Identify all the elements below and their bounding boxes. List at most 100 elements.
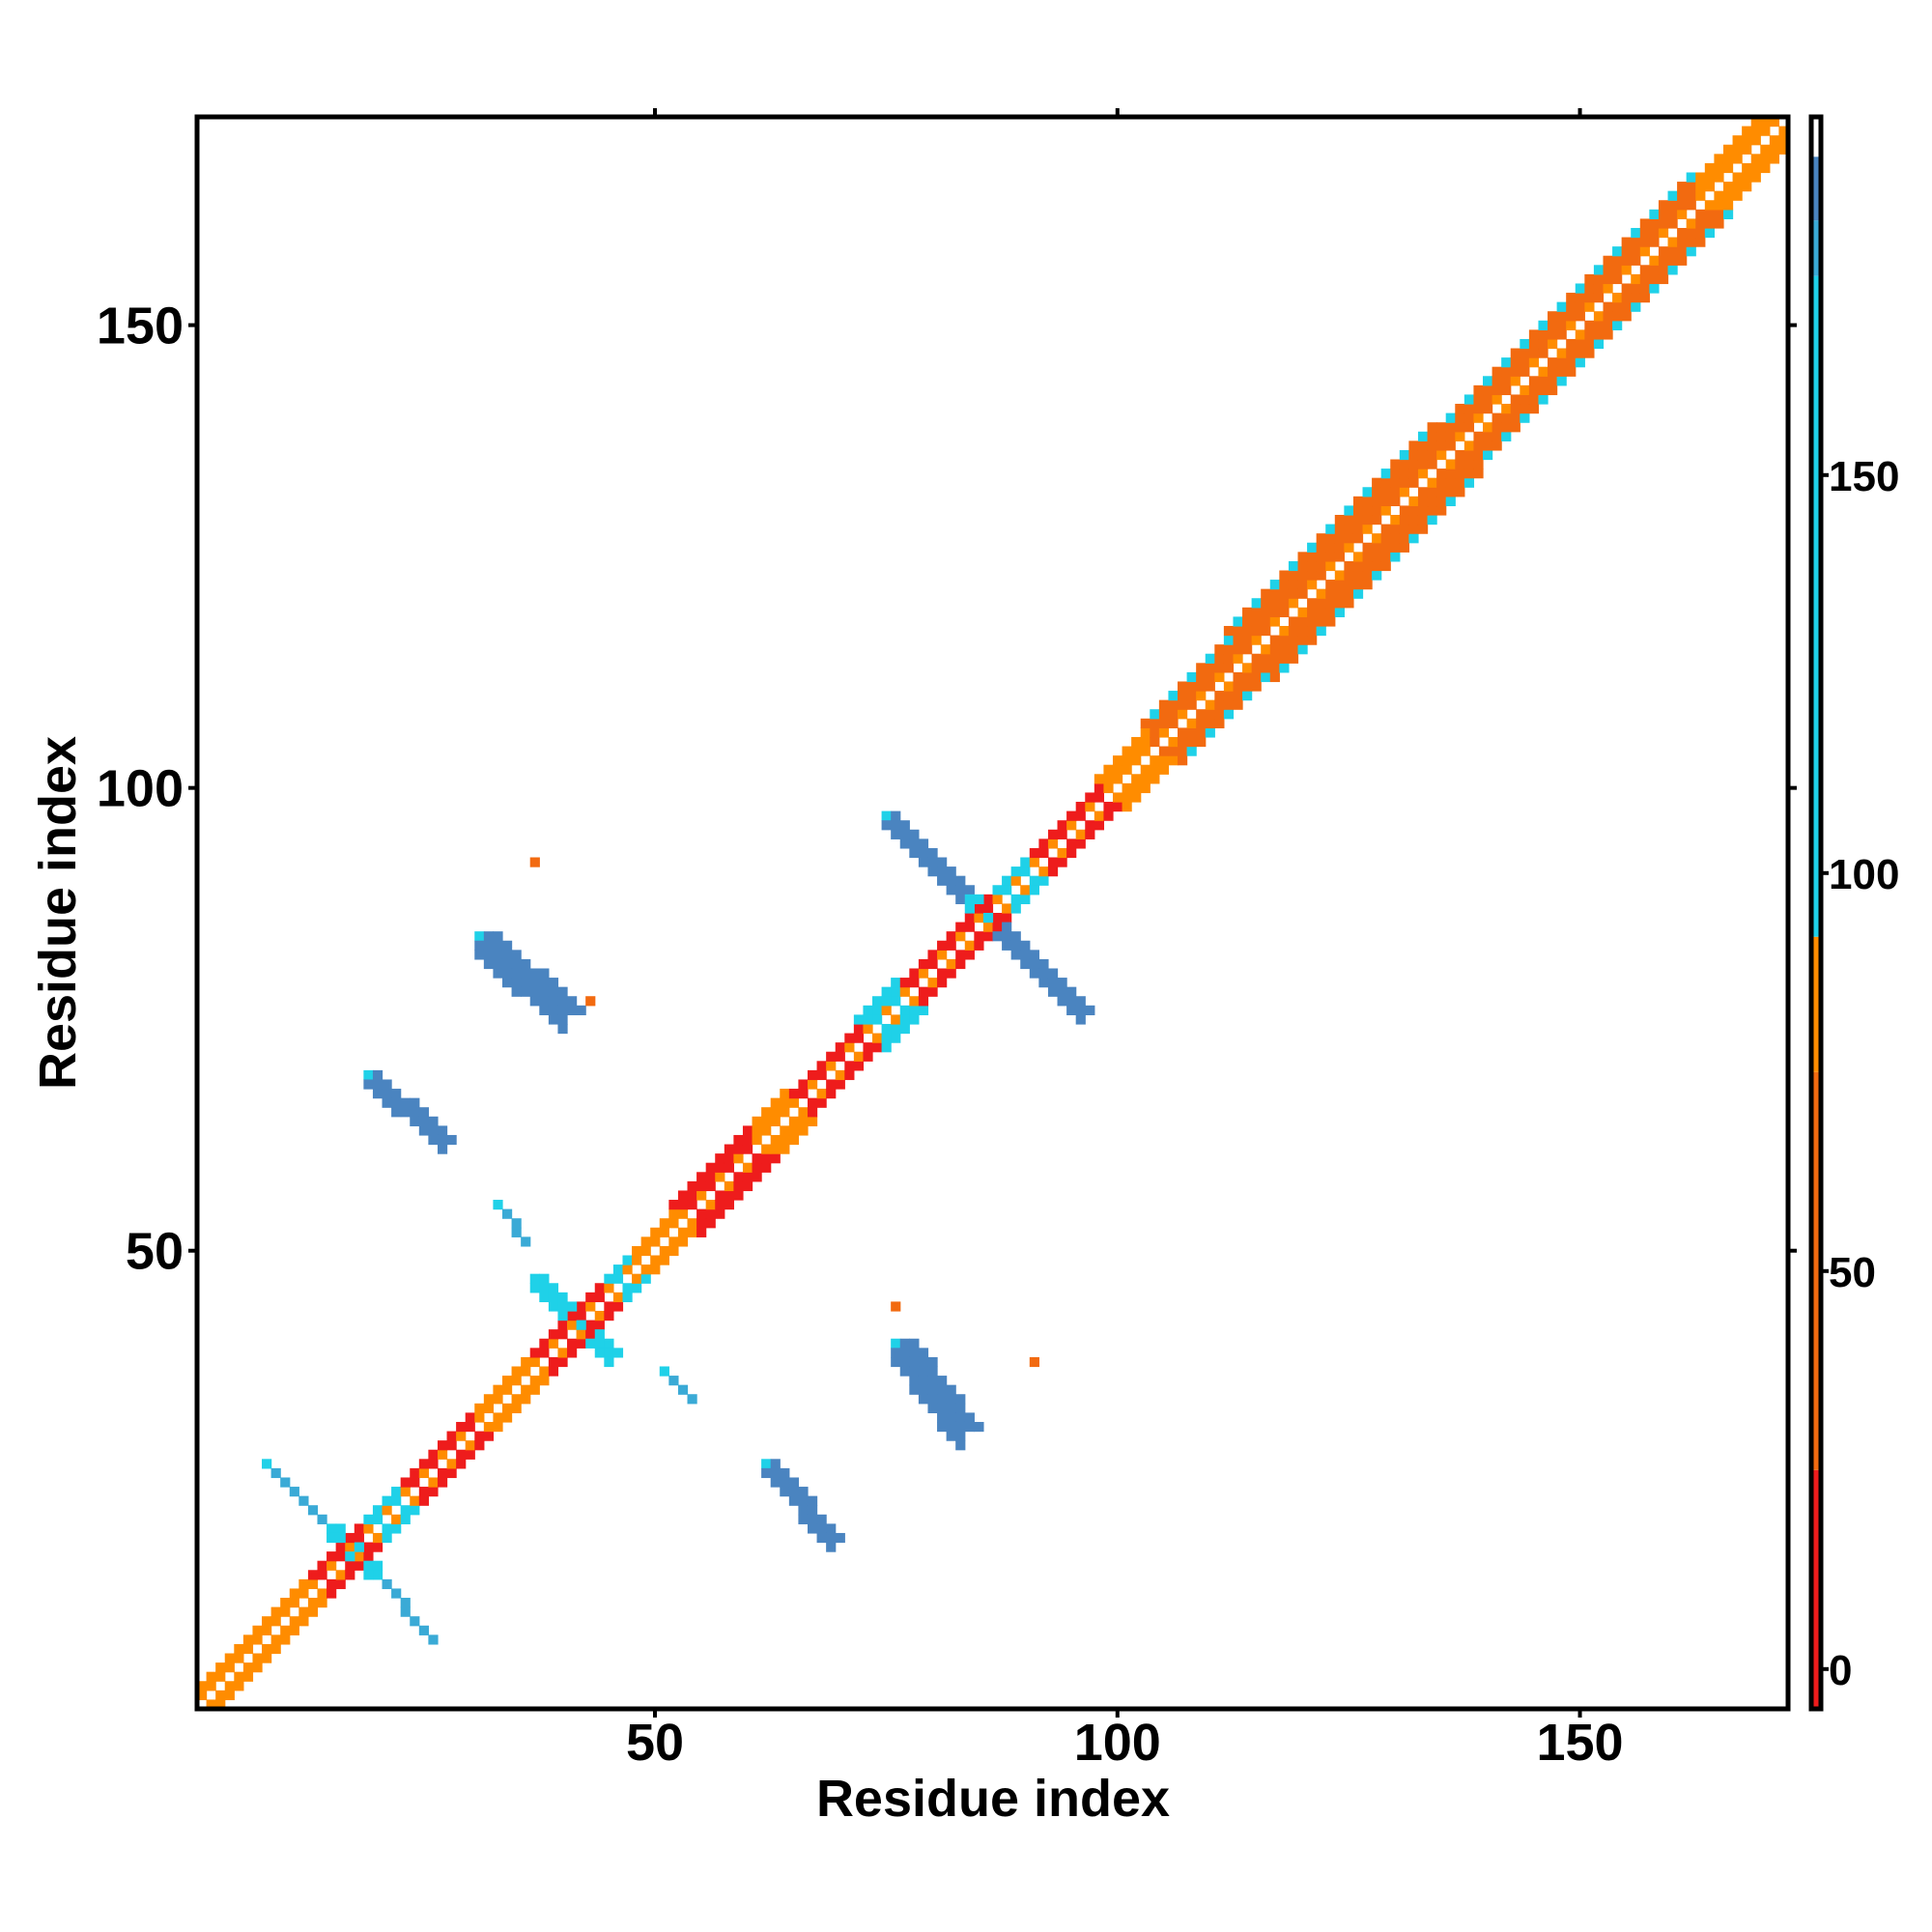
heatmap-cell — [909, 996, 920, 1007]
heatmap-cell — [1020, 867, 1031, 877]
heatmap-cell — [521, 1394, 531, 1405]
heatmap-cell — [1158, 746, 1170, 756]
contact-cell — [807, 1495, 818, 1506]
contact-cell — [780, 1477, 790, 1488]
heatmap-cell — [1223, 644, 1235, 655]
heatmap-cell — [733, 1172, 744, 1182]
heatmap-cell — [1251, 598, 1262, 609]
heatmap-cell — [1085, 792, 1095, 803]
contact-cell — [891, 820, 901, 831]
heatmap-cell — [677, 1200, 689, 1210]
heatmap-cell — [927, 978, 938, 988]
contact-cell — [539, 1273, 550, 1284]
contact-cell — [335, 1532, 346, 1544]
heatmap-cell — [1436, 422, 1447, 433]
heatmap-cell — [1362, 542, 1373, 553]
heatmap-cell — [1057, 847, 1067, 859]
heatmap-cell — [1038, 838, 1049, 849]
heatmap-cell — [715, 1153, 725, 1164]
heatmap-cell — [1372, 533, 1382, 544]
heatmap-cell — [1483, 394, 1493, 405]
heatmap-cell — [1483, 422, 1493, 433]
heatmap-cell — [1621, 246, 1632, 257]
heatmap-cell — [742, 1180, 753, 1192]
contact-cell — [501, 940, 513, 951]
heatmap-cell — [872, 1042, 883, 1053]
heatmap-cell — [594, 1283, 605, 1293]
heatmap-cell — [826, 1061, 837, 1071]
heatmap-cell — [327, 1551, 337, 1562]
contact-cell — [280, 1477, 291, 1488]
heatmap-cell — [1325, 598, 1336, 609]
heatmap-cell — [1463, 422, 1475, 433]
heatmap-cell — [1094, 792, 1105, 803]
contact-cell — [363, 1560, 374, 1571]
heatmap-cell — [1612, 320, 1623, 330]
heatmap-cell — [483, 1431, 495, 1441]
contact-cell — [511, 1218, 522, 1229]
heatmap-cell — [1463, 449, 1475, 461]
contact-cell — [946, 885, 956, 895]
colorbar-band — [1811, 1469, 1821, 1709]
heatmap-cell — [1445, 440, 1456, 451]
heatmap-cell — [659, 1227, 669, 1237]
heatmap-cell — [382, 1532, 392, 1544]
heatmap-cell — [1732, 135, 1743, 146]
contact-cell — [501, 950, 513, 960]
contact-cell — [1038, 958, 1049, 970]
colorbar-ticks: 0 50 100 150 — [1821, 453, 1899, 1694]
heatmap-cell — [1297, 625, 1308, 637]
heatmap-cell — [1288, 644, 1299, 655]
contact-cell — [891, 810, 901, 821]
heatmap-cell — [437, 1477, 448, 1488]
heatmap-cell — [1649, 255, 1660, 266]
contact-cell — [548, 1283, 559, 1293]
contact-cell — [529, 996, 540, 1007]
heatmap-cell — [1417, 469, 1429, 479]
heatmap-cell — [1233, 625, 1243, 637]
contact-cell — [1066, 986, 1077, 997]
heatmap-cell — [677, 1190, 689, 1201]
heatmap-cell — [252, 1625, 263, 1635]
heatmap-cell — [1704, 172, 1715, 183]
heatmap-cell — [418, 1467, 429, 1479]
heatmap-cell — [788, 1097, 800, 1108]
heatmap-cell — [1057, 820, 1067, 831]
heatmap-cell — [640, 1245, 651, 1257]
heatmap-cell — [1520, 404, 1530, 414]
heatmap-cell — [576, 1311, 586, 1321]
heatmap-cell — [1473, 394, 1484, 405]
heatmap-cell — [1399, 469, 1410, 479]
heatmap-cell — [1408, 440, 1419, 451]
heatmap-cell — [1297, 552, 1308, 562]
heatmap-cell — [1352, 580, 1364, 590]
heatmap-cell — [798, 1107, 809, 1118]
contact-cell — [539, 1005, 550, 1015]
heatmap-cell — [1556, 329, 1567, 340]
heatmap-cell — [733, 1180, 744, 1192]
heatmap-cell — [1261, 607, 1271, 617]
heatmap-cell — [798, 1089, 809, 1099]
heatmap-cell — [1279, 580, 1290, 590]
contact-cell — [474, 931, 485, 942]
heatmap-cell — [1575, 301, 1585, 312]
heatmap-cell — [891, 986, 901, 997]
heatmap-cell — [955, 922, 966, 932]
colorbar-frame — [1808, 114, 1824, 1712]
heatmap-cell — [1778, 126, 1789, 136]
heatmap-cell — [1380, 533, 1391, 544]
heatmap-cell — [1436, 496, 1447, 507]
heatmap-cell — [1066, 838, 1077, 849]
heatmap-cell — [1140, 736, 1151, 748]
heatmap-cell — [1686, 246, 1696, 257]
heatmap-cell — [1714, 218, 1724, 229]
plot-frame — [194, 114, 1791, 1712]
heatmap-cell — [1168, 755, 1179, 766]
heatmap-cell — [1436, 487, 1447, 497]
heatmap-cell — [742, 1144, 753, 1154]
heatmap-cell — [1390, 487, 1401, 497]
heatmap-cell — [327, 1560, 337, 1571]
heatmap-cell — [206, 1671, 216, 1682]
heatmap-cell — [1520, 394, 1530, 405]
heatmap-cell — [1704, 209, 1715, 219]
